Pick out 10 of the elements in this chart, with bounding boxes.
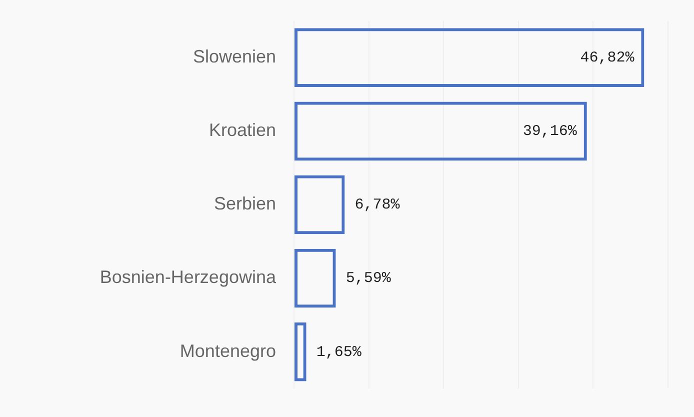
data-label: 39,16% [522, 123, 578, 140]
y-tick-label: Montenegro [180, 340, 276, 361]
y-tick-label: Kroatien [208, 120, 276, 140]
data-label: 46,82% [580, 50, 636, 67]
data-label: 6,78% [354, 196, 401, 214]
y-tick-label: Bosnien-Herzegowina [100, 267, 277, 288]
data-label: 5,59% [346, 270, 392, 288]
y-tick-label: Slowenien [192, 46, 276, 67]
data-label: 1,65% [316, 344, 362, 361]
y-tick-label: Serbien [214, 194, 276, 214]
